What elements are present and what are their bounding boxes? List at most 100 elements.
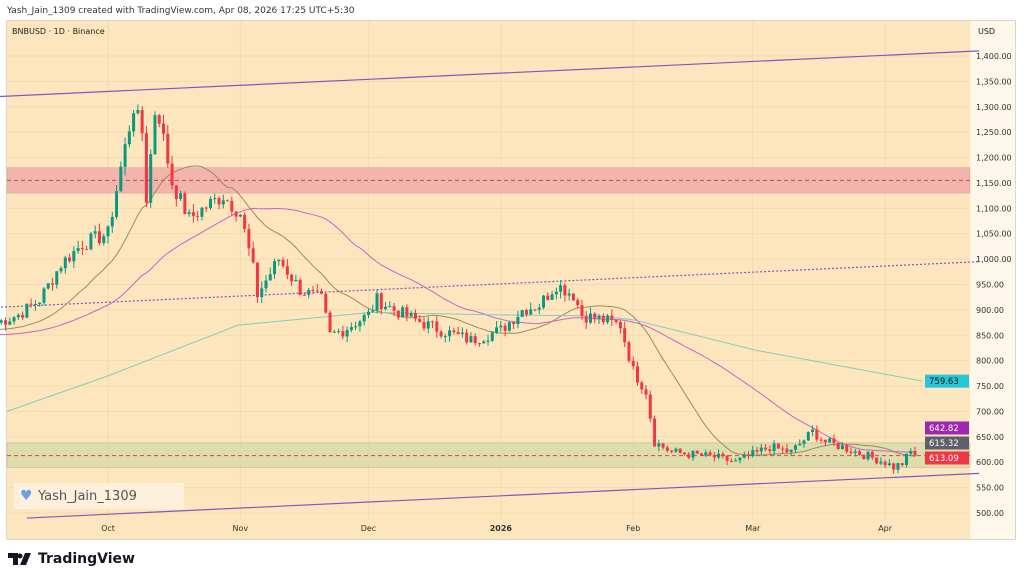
candle-body: [144, 133, 148, 203]
candle-body: [452, 330, 456, 332]
candle-body: [670, 450, 674, 452]
candle: [25, 303, 29, 319]
symbol-legend[interactable]: BNBUSD · 1D · Binance: [12, 27, 105, 36]
candle-body: [345, 329, 349, 337]
candle: [238, 214, 242, 218]
candle: [853, 448, 857, 457]
candle: [610, 309, 614, 327]
candle-body: [704, 452, 708, 456]
candle-body: [490, 332, 494, 341]
candle: [405, 304, 409, 322]
candle-body: [76, 248, 80, 252]
candle-body: [153, 115, 157, 155]
candle-body: [320, 291, 323, 294]
candle-body: [648, 394, 652, 419]
candle: [785, 443, 789, 454]
candle-body: [751, 450, 755, 457]
candle-body: [183, 193, 187, 214]
candle-body: [89, 233, 93, 250]
candle-body: [196, 215, 200, 217]
candle: [482, 339, 486, 344]
y-tick-label: 1,200.00: [976, 154, 1012, 163]
candle: [110, 211, 114, 233]
candle-body: [849, 451, 853, 453]
y-tick-label: 900.00: [976, 306, 1004, 315]
candle: [695, 450, 699, 454]
candle: [460, 327, 464, 338]
candle-body: [33, 304, 37, 306]
candle: [362, 313, 366, 326]
candle: [793, 443, 797, 453]
candle-body: [747, 454, 750, 457]
candle: [712, 452, 716, 462]
price-badge: [925, 374, 969, 388]
candle-body: [793, 445, 797, 450]
candle-body: [806, 432, 810, 441]
x-tick-label: Mar: [745, 524, 761, 533]
candle: [409, 310, 413, 317]
candle: [72, 246, 76, 269]
candle: [123, 137, 127, 176]
price-axis: [970, 21, 1015, 539]
candle-body: [234, 211, 238, 217]
candle-body: [456, 331, 460, 334]
candle-body: [614, 319, 618, 322]
candle-body: [337, 331, 341, 333]
candle-body: [576, 300, 580, 306]
candle-body: [298, 279, 302, 295]
candle: [507, 321, 511, 332]
candle: [554, 287, 558, 300]
candle: [230, 196, 234, 216]
candle-body: [68, 257, 72, 262]
candle: [533, 309, 537, 312]
candle: [640, 380, 644, 394]
candle-body: [836, 442, 840, 450]
candle-body: [426, 321, 430, 329]
candle-body: [708, 452, 712, 455]
candle-body: [63, 257, 67, 269]
candle-body: [204, 207, 208, 209]
candle: [388, 301, 392, 308]
candle: [260, 281, 264, 304]
candle-body: [772, 443, 776, 452]
candle-body: [495, 327, 499, 333]
candle: [452, 327, 456, 335]
y-tick-label: 1,100.00: [976, 204, 1012, 213]
candle-body: [486, 340, 490, 342]
candle: [247, 223, 251, 256]
candle-body: [725, 455, 729, 461]
candle: [59, 266, 63, 274]
candle: [341, 325, 345, 340]
candle: [89, 231, 93, 251]
candle-body: [729, 460, 733, 462]
candle-body: [700, 453, 704, 456]
candle: [687, 452, 691, 460]
candle-body: [375, 293, 379, 311]
candle-body: [695, 450, 699, 454]
candle: [12, 316, 16, 325]
candle: [879, 457, 883, 466]
candle-body: [166, 133, 170, 164]
candle-body: [537, 307, 541, 310]
candle: [892, 462, 896, 475]
candle-body: [721, 453, 725, 456]
y-tick-label: 750.00: [976, 382, 1004, 391]
candle: [115, 184, 119, 220]
candle: [285, 258, 289, 280]
candle-body: [477, 343, 481, 345]
candle: [691, 450, 695, 461]
candle: [644, 385, 648, 400]
tradingview-logo[interactable]: TradingView: [8, 551, 135, 567]
candle-body: [524, 310, 528, 315]
candle: [802, 439, 806, 448]
candle-body: [191, 212, 195, 216]
candle: [50, 277, 54, 291]
candle-body: [80, 248, 84, 250]
candle: [448, 325, 452, 342]
candle-body: [858, 451, 862, 455]
candle: [379, 291, 383, 315]
candle-body: [712, 454, 716, 458]
candle: [38, 302, 42, 307]
candle: [401, 305, 405, 318]
